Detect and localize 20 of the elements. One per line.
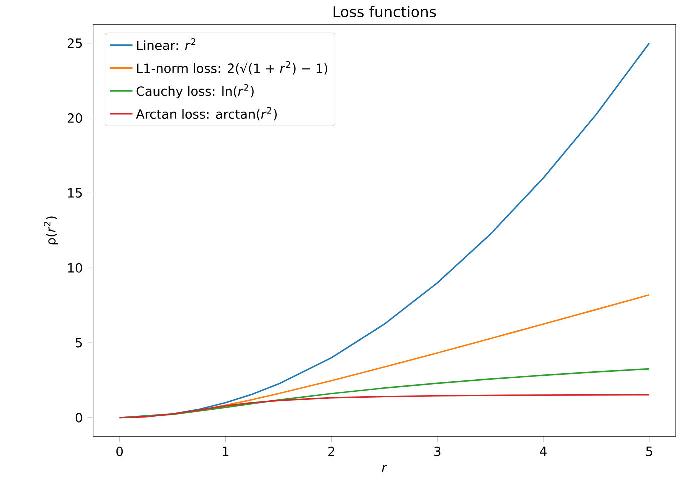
legend-label: Cauchy loss: ln(r$^{2}$) [136, 84, 254, 99]
y-axis-title: ρ(r$^{2}$) [44, 216, 58, 245]
x-tick-label: 5 [646, 446, 652, 456]
y-tick-label: 15 [68, 188, 82, 198]
y-tick-label: 0 [76, 413, 82, 423]
y-tick-label: 5 [76, 338, 82, 348]
legend-label: L1-norm loss: 2(√(1 + r$^{2}$) − 1) [137, 61, 328, 75]
y-tick-label: 20 [68, 114, 82, 124]
legend-label: Linear: r$^{2}$ [137, 38, 196, 50]
line-series [119, 394, 650, 419]
x-axis-title: r [382, 465, 388, 472]
legend-label: Arctan loss: arctan(r$^{2}$) [136, 107, 277, 121]
y-tick-label: 25 [68, 38, 82, 48]
x-tick-label: 1 [223, 446, 229, 456]
x-tick-label: 2 [328, 446, 334, 456]
x-tick-label: 3 [434, 446, 441, 456]
x-tick-label: 4 [540, 446, 547, 456]
x-tick-label: 0 [116, 446, 124, 456]
y-tick-label: 10 [68, 263, 82, 273]
chart-title: Loss functions [334, 6, 436, 18]
